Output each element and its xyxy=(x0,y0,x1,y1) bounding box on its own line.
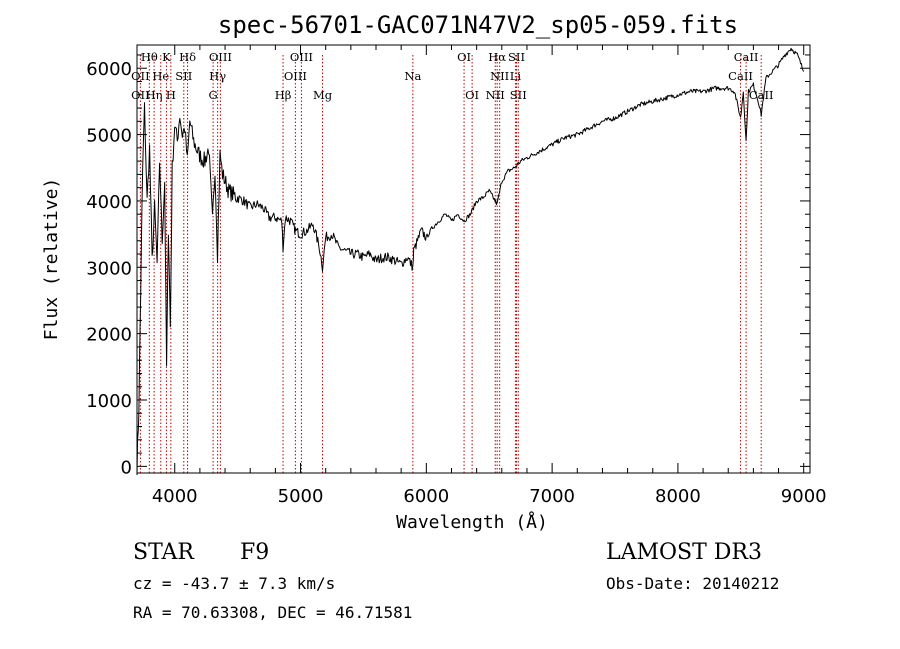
axis-ticks: 4000 5000 6000 7000 8000 9000 0 1000 2000 3000 400… xyxy=(86,45,827,507)
line-label: Mg xyxy=(313,88,333,102)
x-tick-label: 4000 xyxy=(152,486,198,507)
object-class: STAR xyxy=(133,540,194,565)
y-tick-label: 0 xyxy=(121,457,132,478)
line-label: NII xyxy=(486,88,505,102)
line-label: SII xyxy=(508,50,525,64)
line-label: SII xyxy=(510,88,527,102)
line-label: SII xyxy=(175,69,192,83)
line-label: OIII xyxy=(209,50,232,64)
line-label: OII xyxy=(131,69,150,83)
x-tick-label: 8000 xyxy=(655,486,701,507)
line-label: CaII xyxy=(749,88,774,102)
line-label: K xyxy=(162,50,171,64)
line-label: CaII xyxy=(734,50,759,64)
line-label: OIII xyxy=(284,69,307,83)
y-tick-label: 2000 xyxy=(86,325,132,346)
spectrum-series xyxy=(136,47,805,476)
x-tick-label: 7000 xyxy=(529,486,575,507)
line-label: He xyxy=(152,69,169,83)
redshift-velocity: cz = -43.7 ± 7.3 km/s xyxy=(133,574,336,593)
x-tick-label: 9000 xyxy=(781,486,827,507)
line-label: OII xyxy=(131,88,150,102)
x-tick-label: 6000 xyxy=(403,486,449,507)
x-axis-label: Wavelength (Å) xyxy=(396,511,548,533)
line-label: OIII xyxy=(290,50,313,64)
object-subclass: F9 xyxy=(240,540,270,565)
line-label: Na xyxy=(404,69,421,83)
line-label: Hα xyxy=(488,50,506,64)
survey-name: LAMOST DR3 xyxy=(606,540,762,565)
plot-area xyxy=(136,47,805,476)
chart-title: spec-56701-GAC071N47V2_sp05-059.fits xyxy=(218,11,738,39)
line-label: Hθ xyxy=(141,50,158,64)
y-tick-label: 6000 xyxy=(86,59,132,80)
y-axis-label: Flux (relative) xyxy=(41,178,62,341)
line-label: OI xyxy=(465,88,479,102)
observation-date: Obs-Date: 20140212 xyxy=(606,574,780,593)
line-label: H xyxy=(166,88,176,102)
y-tick-label: 5000 xyxy=(86,126,132,147)
y-tick-label: 4000 xyxy=(86,192,132,213)
line-label: Hγ xyxy=(209,69,226,83)
line-label: OI xyxy=(457,50,471,64)
coordinates: RA = 70.63308, DEC = 46.71581 xyxy=(133,603,413,622)
line-label: NII xyxy=(490,69,509,83)
line-label: CaII xyxy=(728,69,753,83)
line-label: Li xyxy=(510,69,522,83)
line-label: Hη xyxy=(146,88,163,102)
line-label: Hβ xyxy=(275,88,292,102)
y-tick-label: 1000 xyxy=(86,391,132,412)
y-tick-label: 3000 xyxy=(86,258,132,279)
x-tick-label: 5000 xyxy=(278,486,324,507)
line-label: G xyxy=(209,88,218,102)
plot-frame xyxy=(136,44,811,474)
line-label: Hδ xyxy=(179,50,196,64)
